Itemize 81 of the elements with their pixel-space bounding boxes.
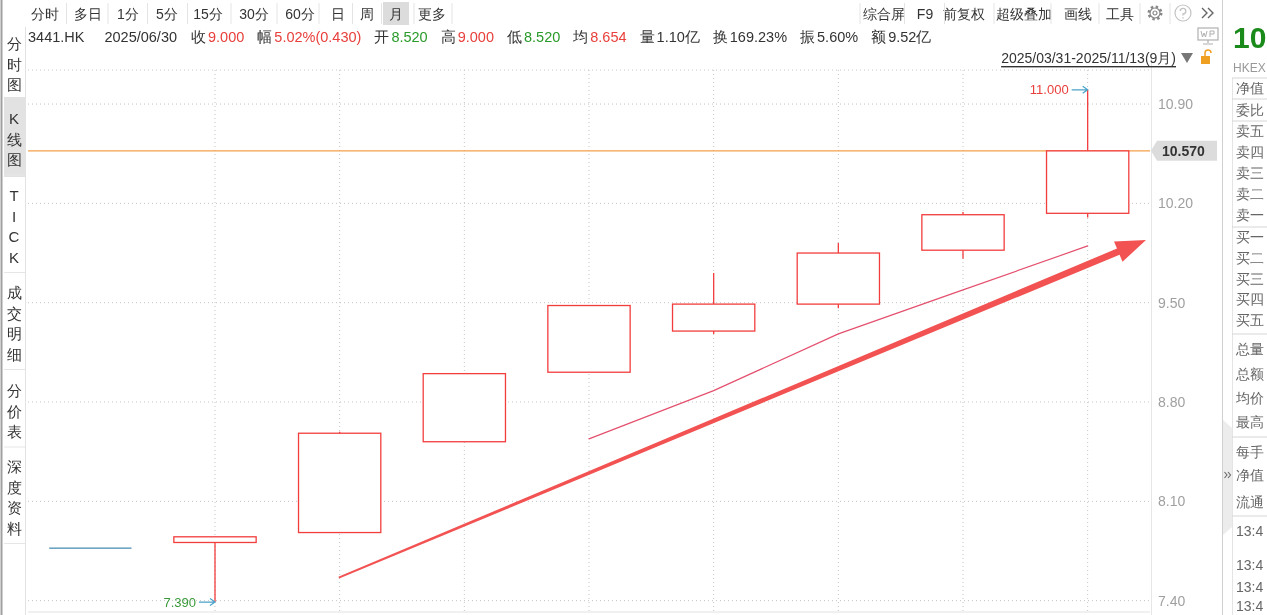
text: 卖三 [1236,165,1264,181]
y-tick-label: 7.40 [1158,592,1186,609]
text: 分时 [31,6,59,22]
chart-title: 3441.HK [28,29,85,45]
text: 委比 [1236,102,1264,118]
text: 量 [639,29,655,45]
ref-line-label: 10.570 [1162,142,1206,159]
text: 30分 [239,6,269,22]
y-tick-label: 10.90 [1158,96,1194,113]
text: 分价表 [5,381,22,440]
text: F9 [916,6,934,22]
text: 幅 [257,29,273,45]
text: 综合屏 [863,6,905,22]
text: 9.000 [208,29,245,45]
text: 均价 [1235,390,1264,406]
text: 2025/03/31-2025/11/13(9月) [1001,50,1176,66]
text: 13:4 [1236,598,1264,614]
text: 15分 [193,6,223,22]
text: 1分 [117,6,139,22]
text: 高 [440,29,456,45]
text: 超级叠加 [996,6,1052,22]
text: 换 [712,29,728,45]
text: 1.10亿 [656,29,700,45]
text: 卖五 [1236,123,1264,139]
text: 9.52亿 [888,29,932,45]
text: 最高 [1236,414,1264,430]
text: 前复权 [943,6,985,22]
text: 流通 [1236,494,1264,510]
text: 买三 [1236,271,1264,287]
text: 10 [1233,20,1267,54]
text: 买四 [1236,291,1264,307]
y-tick-label: 8.80 [1158,394,1186,411]
chart-subtitle: 2025/06/30 [104,29,178,45]
text: 8.520 [523,29,561,45]
text: 成交明细 [6,283,22,362]
text: 每手 [1236,444,1264,460]
y-tick-label: 8.10 [1158,493,1186,510]
text: 卖一 [1236,207,1264,223]
text: 买五 [1236,312,1264,328]
text: 分时图 [6,34,22,93]
text: 5.60% [817,29,859,45]
text: 13:4 [1236,557,1264,573]
text: 净值 [1236,80,1264,96]
text: 深度资料 [6,457,22,536]
text: 169.23% [729,29,788,45]
annotation: 7.390 [163,594,196,610]
y-tick-label: 10.20 [1158,195,1194,212]
text: 总额 [1235,366,1264,382]
text: 8.520 [391,29,428,45]
text: 工具 [1106,6,1134,22]
text: 5.02%(0.430) [274,29,362,45]
text: 月 [389,6,403,22]
text: 9.000 [457,29,494,45]
text: 买二 [1236,250,1264,266]
text: 更多 [418,6,446,22]
text: 多日 [74,6,102,22]
text: 低 [506,29,522,45]
y-tick-label: 9.50 [1158,294,1186,311]
text: 收 [191,29,207,45]
text: K线图 [6,109,22,168]
text: 周 [360,6,374,22]
text: 日 [331,6,345,22]
text: 净值 [1236,467,1264,483]
text: 13:4 [1236,579,1264,595]
text: 卖四 [1236,144,1264,160]
text: 买一 [1236,229,1264,245]
text: HKEX [1233,61,1266,75]
text: 开 [374,29,390,45]
text: TICK [8,186,20,265]
annotation: 11.000 [1029,82,1069,98]
text: 60分 [285,6,315,22]
text: 总量 [1235,341,1264,357]
text: 13:4 [1236,523,1264,539]
line-series [588,245,1089,440]
text: 画线 [1064,6,1092,22]
text: 均 [572,29,589,45]
text: 5分 [156,6,178,22]
text: 卖二 [1236,186,1264,202]
text: 8.654 [590,29,627,45]
text: 振 [800,29,816,45]
text: 额 [871,29,887,45]
